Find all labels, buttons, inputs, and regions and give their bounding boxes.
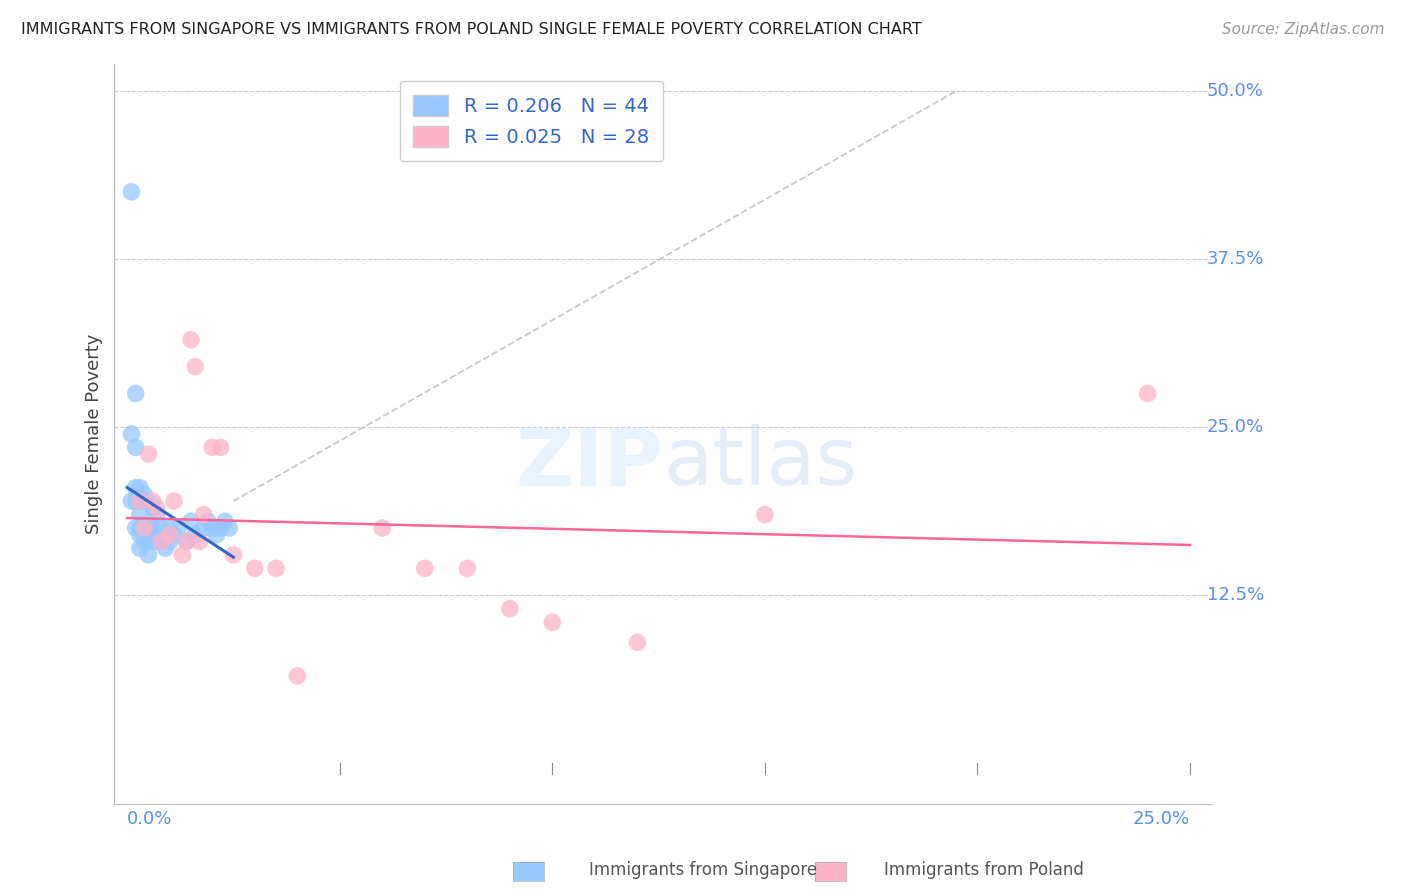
- Point: [146, 534, 169, 549]
- Point: [120, 185, 142, 199]
- Point: [159, 521, 181, 535]
- Text: 25.0%: 25.0%: [1208, 418, 1264, 436]
- Point: [138, 534, 160, 549]
- Point: [138, 447, 160, 461]
- Point: [243, 561, 266, 575]
- Point: [134, 534, 156, 549]
- Point: [142, 494, 165, 508]
- Point: [146, 500, 169, 515]
- Point: [163, 527, 186, 541]
- Point: [138, 494, 160, 508]
- Text: 25.0%: 25.0%: [1133, 811, 1189, 829]
- Point: [129, 541, 152, 556]
- Point: [456, 561, 478, 575]
- Point: [134, 487, 156, 501]
- Point: [124, 440, 146, 454]
- Text: 37.5%: 37.5%: [1208, 250, 1264, 268]
- Text: Immigrants from Singapore: Immigrants from Singapore: [589, 861, 817, 879]
- Point: [138, 521, 160, 535]
- Text: 12.5%: 12.5%: [1208, 586, 1264, 604]
- Point: [146, 508, 169, 522]
- Point: [201, 440, 224, 454]
- Point: [138, 548, 160, 562]
- Text: 0.0%: 0.0%: [127, 811, 173, 829]
- Point: [264, 561, 287, 575]
- Point: [129, 494, 152, 508]
- Point: [129, 521, 152, 535]
- Point: [193, 508, 215, 522]
- Point: [155, 541, 177, 556]
- Point: [214, 514, 236, 528]
- Point: [413, 561, 436, 575]
- Text: Immigrants from Poland: Immigrants from Poland: [884, 861, 1084, 879]
- Point: [176, 534, 198, 549]
- Text: 50.0%: 50.0%: [1208, 82, 1264, 100]
- Point: [626, 635, 648, 649]
- Point: [180, 333, 202, 347]
- Point: [1136, 386, 1159, 401]
- Point: [134, 521, 156, 535]
- Point: [184, 527, 207, 541]
- Point: [134, 494, 156, 508]
- Point: [124, 481, 146, 495]
- Point: [134, 521, 156, 535]
- Point: [167, 521, 190, 535]
- Point: [209, 521, 232, 535]
- Point: [172, 548, 194, 562]
- Text: atlas: atlas: [662, 425, 858, 502]
- Point: [159, 527, 181, 541]
- Point: [176, 534, 198, 549]
- Point: [129, 494, 152, 508]
- Point: [541, 615, 564, 629]
- Point: [754, 508, 776, 522]
- Point: [209, 440, 232, 454]
- Point: [222, 548, 245, 562]
- Point: [201, 521, 224, 535]
- Point: [197, 514, 219, 528]
- Text: IMMIGRANTS FROM SINGAPORE VS IMMIGRANTS FROM POLAND SINGLE FEMALE POVERTY CORREL: IMMIGRANTS FROM SINGAPORE VS IMMIGRANTS …: [21, 22, 922, 37]
- Point: [499, 601, 522, 615]
- Legend: R = 0.206   N = 44, R = 0.025   N = 28: R = 0.206 N = 44, R = 0.025 N = 28: [399, 81, 662, 161]
- Point: [129, 481, 152, 495]
- Point: [193, 521, 215, 535]
- Point: [124, 521, 146, 535]
- Point: [218, 521, 240, 535]
- Point: [188, 534, 211, 549]
- Point: [371, 521, 394, 535]
- Point: [120, 494, 142, 508]
- Point: [142, 521, 165, 535]
- Point: [124, 386, 146, 401]
- Point: [180, 514, 202, 528]
- Point: [150, 521, 173, 535]
- Point: [285, 669, 308, 683]
- Point: [184, 359, 207, 374]
- Point: [150, 534, 173, 549]
- Point: [159, 534, 181, 549]
- Text: Source: ZipAtlas.com: Source: ZipAtlas.com: [1222, 22, 1385, 37]
- Point: [129, 527, 152, 541]
- Point: [142, 527, 165, 541]
- Point: [120, 426, 142, 441]
- Y-axis label: Single Female Poverty: Single Female Poverty: [86, 334, 103, 534]
- Point: [150, 534, 173, 549]
- Point: [163, 494, 186, 508]
- Point: [129, 508, 152, 522]
- Text: ZIP: ZIP: [516, 425, 662, 502]
- Point: [205, 527, 228, 541]
- Point: [142, 500, 165, 515]
- Point: [124, 494, 146, 508]
